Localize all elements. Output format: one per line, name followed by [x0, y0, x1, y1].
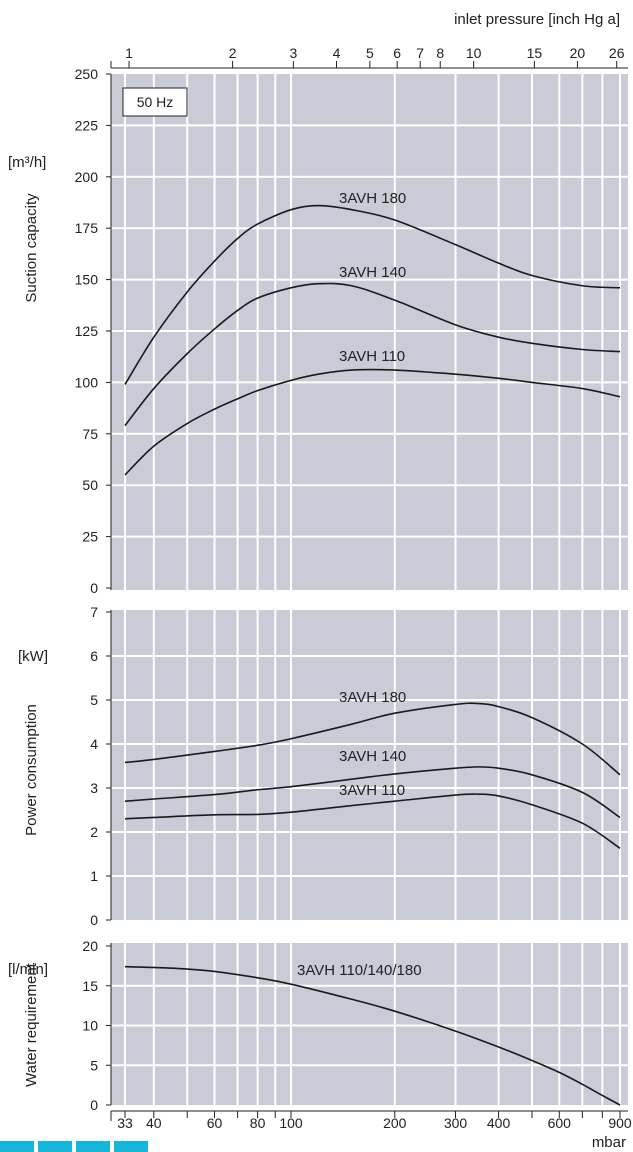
bottom-axis-tick-label: 33	[117, 1115, 133, 1131]
y-axis-tick-label: 7	[90, 604, 98, 620]
y-axis-tick-label: 75	[82, 426, 98, 442]
series-label: 3AVH 180	[339, 689, 406, 706]
y-axis-tick-label: 3	[90, 780, 98, 796]
series-label: 3AVH 110/140/180	[297, 962, 422, 979]
bottom-axis-tick-label: 400	[487, 1115, 511, 1131]
series-line	[124, 204, 621, 385]
y-axis-tick-label: 150	[75, 272, 99, 288]
y-axis-tick-label: 1	[90, 868, 98, 884]
y-axis-tick-label: 5	[90, 692, 98, 708]
top-axis-tick-label: 8	[436, 45, 444, 61]
top-axis-tick-label: 10	[466, 45, 482, 61]
y-axis-tick-label: 25	[82, 529, 98, 545]
y-axis-tick-label: 2	[90, 824, 98, 840]
bottom-axis-tick-label: 600	[548, 1115, 572, 1131]
bottom-axis-tick-label: 900	[608, 1115, 632, 1131]
top-axis-tick-label: 5	[366, 45, 374, 61]
series-line	[124, 368, 621, 476]
series-line	[124, 965, 621, 1106]
y-axis-tick-label: 6	[90, 648, 98, 664]
y-axis-tick-label: 20	[82, 938, 98, 954]
frequency-annotation-box	[122, 87, 188, 117]
bottom-axis-tick-label: 40	[146, 1115, 162, 1131]
y-axis-tick-label: 225	[75, 117, 99, 133]
series-line	[124, 793, 621, 849]
y-axis-tick-label: 15	[82, 978, 98, 994]
bottom-axis-tick-label: 100	[279, 1115, 303, 1131]
y-axis-tick-label: 0	[90, 912, 98, 928]
y-axis-unit: [l/min]	[8, 961, 48, 978]
series-label: 3AVH 110	[339, 782, 405, 799]
plot-panel	[111, 610, 628, 920]
y-axis-tick-label: 100	[75, 374, 99, 390]
top-axis-tick-label: 2	[229, 45, 237, 61]
series-line	[124, 766, 621, 819]
y-axis-tick-label: 50	[82, 477, 98, 493]
top-axis-title: inlet pressure [inch Hg a]	[454, 11, 620, 28]
bottom-axis-tick-label: 200	[383, 1115, 407, 1131]
brand-logo-fragment	[0, 1141, 190, 1152]
y-axis-tick-label: 250	[75, 66, 99, 82]
frequency-annotation: 50 Hz	[137, 94, 174, 110]
y-axis-tick-label: 10	[82, 1018, 98, 1034]
y-axis-tick-label: 200	[75, 169, 99, 185]
y-axis-unit: [m³/h]	[8, 154, 46, 171]
bottom-axis-tick-label: 300	[444, 1115, 468, 1131]
series-label: 3AVH 110	[339, 348, 405, 365]
top-axis-tick-label: 7	[416, 45, 424, 61]
y-axis-tick-label: 0	[90, 580, 98, 596]
y-axis-tick-label: 125	[75, 323, 99, 339]
series-line	[124, 702, 621, 776]
y-axis-tick-label: 0	[90, 1097, 98, 1113]
top-axis-tick-label: 4	[333, 45, 341, 61]
series-label: 3AVH 140	[339, 748, 406, 765]
top-axis-tick-label: 15	[527, 45, 543, 61]
y-axis-tick-label: 175	[75, 220, 99, 236]
y-axis-tick-label: 5	[90, 1057, 98, 1073]
y-axis-title: Suction capacity	[23, 193, 40, 303]
top-axis-tick-label: 20	[570, 45, 586, 61]
top-axis-tick-label: 26	[609, 45, 625, 61]
y-axis-unit: [kW]	[18, 648, 48, 665]
bottom-axis-tick-label: 60	[207, 1115, 223, 1131]
bottom-axis-unit: mbar	[592, 1134, 626, 1151]
top-axis-tick-label: 3	[289, 45, 297, 61]
top-axis-tick-label: 1	[125, 45, 133, 61]
y-axis-tick-label: 4	[90, 736, 98, 752]
series-label: 3AVH 180	[339, 190, 406, 207]
top-axis-tick-label: 6	[393, 45, 401, 61]
series-label: 3AVH 140	[339, 264, 406, 281]
bottom-axis-tick-label: 80	[250, 1115, 266, 1131]
y-axis-title: Power consumption	[23, 704, 40, 836]
y-axis-title: Water requirement	[23, 962, 40, 1086]
series-line	[124, 282, 621, 427]
